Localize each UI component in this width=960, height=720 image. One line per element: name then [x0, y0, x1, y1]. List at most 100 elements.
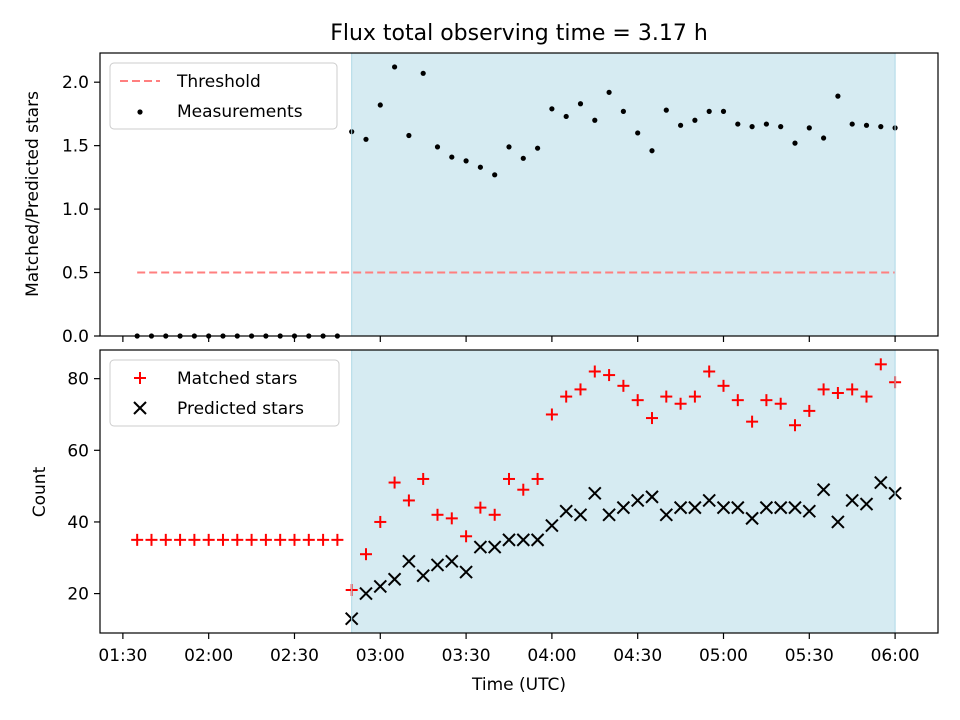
ratio-panel-marks — [134, 64, 898, 339]
predicted-star-point — [716, 500, 731, 515]
predicted-star-point — [516, 533, 530, 547]
matched-star-point — [674, 397, 687, 410]
predicted-star-point — [573, 508, 588, 522]
xtick-label: 03:00 — [356, 646, 405, 666]
ratio-ytick-label: 1.0 — [62, 200, 89, 220]
matched-star-point — [402, 494, 415, 507]
predicted-star-point — [773, 500, 788, 515]
xtick-label: 03:30 — [442, 646, 491, 666]
measurement-point — [820, 135, 827, 141]
xtick-label: 02:00 — [184, 646, 233, 666]
predicted-star-point — [816, 483, 831, 497]
measurement-point — [849, 121, 855, 127]
measurement-point — [563, 113, 569, 120]
predicted-star-point — [588, 486, 602, 500]
ratio-ytick-label: 2.0 — [62, 73, 89, 93]
measurement-point — [391, 64, 398, 70]
matched-star-point — [174, 533, 187, 546]
ratio-panel-ticks: 0.0 0.5 1.0 1.5 2.0 — [62, 53, 896, 347]
matched-star-point — [460, 530, 473, 543]
count-panel-frame — [99, 349, 939, 634]
matched-star-point — [359, 548, 372, 561]
xtick-label: 01:30 — [98, 646, 147, 666]
count-legend: Matched stars Predicted stars — [109, 359, 340, 427]
predicted-star-point — [545, 518, 559, 533]
matched-star-point — [803, 404, 816, 417]
matched-star-point — [259, 533, 272, 546]
measurement-point — [835, 93, 841, 99]
matched-legend-label: Matched stars — [177, 369, 297, 389]
measurement-point — [763, 121, 769, 127]
predicted-star-point — [702, 493, 716, 508]
predicted-star-point — [759, 500, 774, 515]
predicted-star-point — [487, 540, 502, 554]
predicted-legend-swatch — [133, 401, 147, 415]
measurement-point — [477, 164, 483, 170]
count-panel-shade — [351, 350, 896, 633]
measurement-point — [720, 108, 727, 114]
count-panel: 20 40 60 80 01:30 02:00 02:30 03:00 03:30 04:00 04… — [30, 349, 939, 695]
measurement-point — [520, 155, 526, 161]
xtick-label: 05:30 — [785, 646, 834, 666]
measurement-point — [735, 121, 741, 127]
predicted-star-point — [459, 565, 473, 579]
predicted-star-point — [530, 533, 545, 547]
predicted-star-point — [802, 504, 817, 518]
count-legend-box — [109, 359, 340, 427]
matched-star-point — [531, 472, 544, 485]
matched-star-point — [688, 390, 701, 403]
predicted-star-point — [845, 493, 859, 508]
ratio-ytick-label: 0.5 — [62, 264, 89, 284]
matched-star-point — [288, 533, 301, 546]
measurement-point — [506, 144, 512, 150]
ratio-panel-frame — [99, 52, 939, 337]
predicted-star-point — [788, 500, 802, 515]
measurement-point — [863, 122, 870, 128]
matched-star-point — [131, 533, 144, 546]
xtick-label: 04:30 — [613, 646, 662, 666]
ratio-legend-box — [109, 62, 338, 130]
matched-star-point — [831, 386, 844, 399]
measurement-point — [806, 125, 812, 131]
matched-legend-swatch — [134, 372, 146, 384]
measurement-point — [649, 148, 655, 154]
xtick-label: 04:00 — [527, 646, 576, 666]
measurement-point — [778, 124, 784, 130]
matched-star-point — [588, 365, 601, 378]
measurement-point — [534, 145, 541, 151]
xtick-label: 05:00 — [699, 646, 748, 666]
predicted-legend-label: Predicted stars — [177, 399, 304, 419]
measurement-point — [577, 101, 584, 107]
measurement-point — [406, 132, 412, 139]
predicted-star-point — [874, 475, 888, 490]
predicted-star-point — [430, 558, 445, 572]
predicted-star-point — [630, 493, 645, 508]
measurement-point — [463, 158, 469, 164]
matched-star-point — [417, 472, 430, 485]
ratio-ytick-label: 1.5 — [62, 137, 89, 157]
matched-star-point — [274, 533, 287, 546]
matched-star-point — [431, 508, 444, 521]
predicted-star-point — [445, 554, 459, 569]
matched-star-point — [159, 533, 172, 546]
matched-star-point — [474, 501, 487, 514]
matched-star-point — [631, 394, 644, 407]
count-ytick-label: 20 — [67, 585, 89, 605]
predicted-star-point — [645, 490, 659, 504]
measurement-point — [663, 107, 669, 113]
ratio-ytick-label: 0.0 — [62, 327, 89, 347]
measurement-point — [363, 136, 369, 142]
matched-star-point — [603, 369, 616, 382]
measurement-point — [620, 108, 626, 114]
matched-star-point — [245, 533, 258, 546]
matched-star-point — [202, 533, 215, 546]
predicted-star-point — [502, 533, 516, 547]
matched-star-point — [617, 379, 630, 392]
predicted-star-point — [359, 586, 373, 601]
matched-star-point — [574, 383, 587, 396]
matched-star-point — [488, 508, 501, 521]
predicted-star-point — [559, 504, 573, 518]
matched-star-point — [746, 415, 759, 428]
ratio-panel-shade — [351, 53, 896, 336]
matched-star-point — [302, 533, 315, 546]
